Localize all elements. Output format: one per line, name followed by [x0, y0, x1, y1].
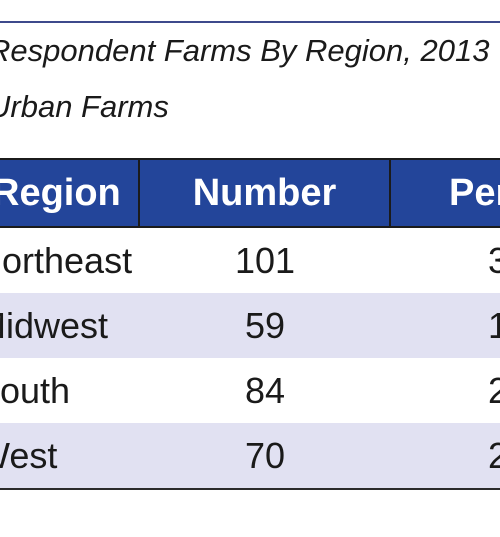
- percent-cell: 22: [488, 435, 500, 476]
- number-cell: 59: [244, 305, 286, 346]
- region-cell: West: [0, 435, 58, 476]
- column-header-percent: Percent: [449, 172, 500, 214]
- table-row: Midwest 59 19: [0, 293, 500, 358]
- column-header-region: Region: [0, 172, 121, 214]
- table-row: West 70 22: [0, 423, 500, 490]
- data-table: Region Number Percent Northeast 101 32 M…: [0, 158, 500, 490]
- percent-cell: 19: [488, 305, 500, 346]
- table-subtitle: Urban Farms: [0, 89, 169, 124]
- number-cell: 70: [244, 435, 286, 476]
- table-header-row: Region Number Percent: [0, 158, 500, 228]
- region-cell: Midwest: [0, 305, 109, 346]
- number-cell: 84: [244, 370, 286, 411]
- table-row: South 84 27: [0, 358, 500, 423]
- region-cell: Northeast: [0, 240, 133, 281]
- percent-cell: 32: [488, 240, 500, 281]
- table-row: Northeast 101 32: [0, 228, 500, 293]
- top-rule: [0, 21, 500, 23]
- column-divider: [138, 160, 140, 226]
- column-header-number: Number: [192, 172, 337, 214]
- column-divider: [389, 160, 391, 226]
- table-title: Respondent Farms By Region, 2013: [0, 33, 490, 68]
- number-cell: 101: [234, 240, 296, 281]
- region-cell: South: [0, 370, 71, 411]
- percent-cell: 27: [488, 370, 500, 411]
